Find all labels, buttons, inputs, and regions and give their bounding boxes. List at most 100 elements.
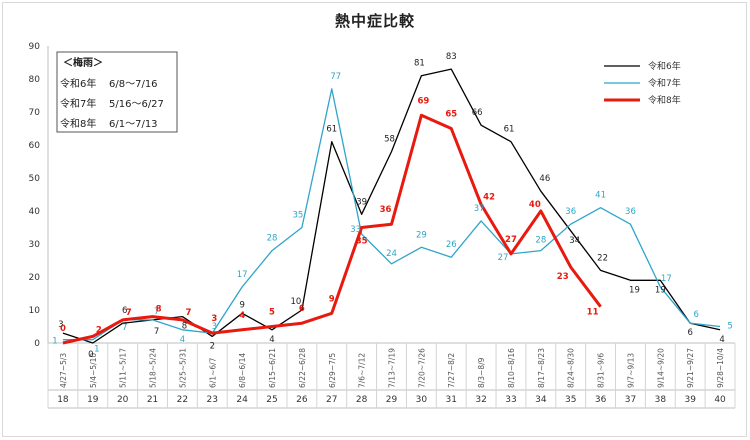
data-label: 3	[211, 314, 217, 324]
data-label: 24	[386, 249, 397, 259]
y-tick-label: 80	[29, 75, 41, 85]
data-label: 34	[569, 236, 580, 246]
rainy-season-year: 令和8年	[60, 117, 96, 130]
rainy-season-period: 5/16～6/27	[109, 99, 164, 110]
data-label: 5	[727, 322, 732, 332]
data-label: 19	[629, 285, 640, 295]
data-label: 7	[185, 308, 191, 318]
y-tick-label: 60	[29, 141, 41, 151]
data-label: 9	[329, 294, 335, 304]
data-label: 35	[292, 211, 303, 221]
y-tick-label: 40	[29, 207, 41, 217]
week-number-label: 33	[505, 395, 516, 405]
data-label: 7	[154, 327, 159, 337]
week-number-label: 21	[147, 395, 158, 405]
data-label: 8	[156, 305, 162, 315]
data-label: 81	[414, 59, 425, 69]
data-label: 0	[60, 324, 66, 334]
data-label: 28	[535, 236, 546, 246]
x-tick-label: 8/3~8/9	[477, 357, 486, 388]
y-tick-label: 90	[29, 42, 41, 52]
data-label: 77	[330, 72, 341, 82]
data-label: 26	[446, 240, 457, 250]
data-label: 6	[122, 306, 127, 316]
data-label: 69	[417, 96, 429, 106]
week-number-label: 26	[296, 395, 308, 405]
data-label: 29	[416, 230, 427, 240]
x-tick-label: 9/7~9/13	[626, 353, 635, 388]
data-label: 6	[693, 310, 698, 320]
week-number-label: 28	[356, 395, 368, 405]
data-label: 0	[88, 350, 93, 360]
data-label: 4	[180, 335, 185, 345]
week-number-label: 35	[565, 395, 576, 405]
x-tick-label: 9/21~9/27	[686, 348, 695, 388]
week-number-label: 20	[117, 395, 129, 405]
data-label: 4	[239, 311, 245, 321]
week-number-label: 29	[386, 395, 398, 405]
rainy-season-heading: ＜梅雨＞	[63, 56, 103, 69]
week-number-label: 25	[266, 395, 277, 405]
data-label: 23	[557, 272, 569, 282]
data-label: 27	[498, 253, 509, 263]
x-tick-label: 7/27~8/2	[447, 353, 456, 388]
data-label: 9	[239, 300, 244, 310]
x-tick-label: 5/25~5/31	[178, 348, 187, 388]
data-label: 61	[326, 125, 337, 135]
series-line	[62, 113, 602, 345]
y-tick-label: 30	[29, 240, 41, 250]
week-number-label: 40	[714, 395, 726, 405]
x-tick-label: 5/4~5/10	[89, 353, 98, 388]
y-tick-label: 0	[34, 339, 40, 349]
data-label: 42	[483, 192, 495, 202]
data-label: 6	[299, 304, 305, 314]
data-label: 1	[94, 345, 99, 355]
legend-label: 令和8年	[648, 94, 681, 106]
data-label: 2	[96, 325, 102, 335]
data-label: 27	[505, 235, 517, 245]
data-label: 10	[290, 297, 301, 307]
x-tick-label: 8/24~8/30	[567, 348, 576, 388]
data-label: 65	[445, 110, 457, 120]
data-label: 36	[625, 207, 636, 217]
series-line	[62, 88, 721, 341]
data-label: 22	[597, 253, 608, 263]
data-label: 3	[212, 322, 217, 332]
data-label: 7	[126, 308, 132, 318]
week-number-label: 23	[207, 395, 218, 405]
rainy-season-period: 6/8～7/16	[109, 79, 158, 90]
data-label: 4	[719, 335, 724, 345]
x-tick-label: 6/1~6/7	[208, 357, 217, 388]
x-tick-label: 9/14~9/20	[656, 348, 665, 388]
data-label: 6	[687, 328, 692, 338]
rainy-season-year: 令和7年	[60, 97, 96, 110]
y-tick-label: 50	[29, 174, 41, 184]
data-label: 41	[595, 191, 606, 201]
data-label: 8	[182, 322, 187, 332]
x-tick-label: 8/17~8/23	[537, 348, 546, 388]
x-tick-label: 6/22~6/28	[298, 348, 307, 388]
x-tick-label: 4/27~5/3	[59, 353, 68, 388]
data-label: 17	[237, 270, 248, 280]
rainy-season-box	[56, 51, 178, 133]
y-tick-label: 20	[29, 273, 41, 283]
rainy-season-year: 令和6年	[60, 77, 96, 90]
data-label: 39	[356, 197, 367, 207]
y-tick-label: 70	[29, 108, 41, 118]
week-number-label: 24	[236, 395, 248, 405]
data-label: 4	[269, 335, 274, 345]
x-tick-label: 6/8~6/14	[238, 353, 247, 388]
x-tick-label: 7/6~7/12	[358, 353, 367, 388]
week-number-label: 22	[177, 395, 188, 405]
data-label: 36	[380, 205, 392, 215]
x-tick-label: 6/29~7/5	[328, 353, 337, 388]
week-number-label: 34	[535, 395, 547, 405]
data-label: 3	[58, 320, 63, 330]
data-label: 61	[504, 125, 515, 135]
x-tick-label: 9/28~10/4	[716, 348, 725, 388]
week-number-label: 36	[595, 395, 607, 405]
x-tick-label: 5/18~5/24	[149, 348, 158, 388]
data-label: 19	[655, 285, 666, 295]
week-number-label: 18	[57, 395, 69, 405]
